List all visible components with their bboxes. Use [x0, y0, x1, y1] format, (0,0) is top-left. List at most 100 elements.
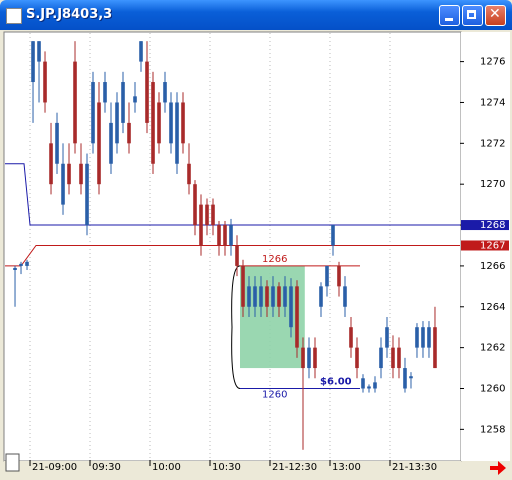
- maximize-button[interactable]: [462, 5, 483, 26]
- x-tick-label: 21-13:30: [392, 462, 437, 473]
- x-tick-label: 09:30: [92, 462, 121, 473]
- candle-body: [157, 102, 161, 144]
- candle-body: [367, 386, 371, 389]
- candle-body: [43, 61, 47, 103]
- candle-body: [307, 347, 311, 369]
- candle-body: [421, 327, 425, 348]
- candle-body: [271, 286, 275, 307]
- candle-body: [343, 286, 347, 307]
- candle-body: [331, 225, 335, 246]
- candle-body: [217, 225, 221, 246]
- candle-body: [241, 265, 245, 307]
- candle-body: [163, 82, 167, 103]
- candle-body: [139, 41, 143, 62]
- candle-body: [253, 286, 257, 307]
- x-tick-label: 10:30: [212, 462, 241, 473]
- candle-body: [247, 286, 251, 307]
- candle-body: [229, 225, 233, 246]
- candle-body: [37, 41, 41, 62]
- candle-body: [55, 122, 59, 164]
- level-line: [5, 163, 460, 226]
- candle-body: [175, 102, 179, 164]
- y-tick-label: 1258: [480, 424, 505, 435]
- y-tick-label: 1270: [480, 179, 505, 190]
- candle-body: [115, 102, 119, 144]
- candle-body: [169, 102, 173, 144]
- candle-body: [373, 382, 377, 389]
- title-bar: S.JP.J8403,3 ✕: [0, 0, 512, 30]
- candle-body: [409, 376, 413, 379]
- candle-body: [145, 61, 149, 123]
- candle-body: [103, 82, 107, 103]
- y-tick-label: 1264: [480, 302, 505, 313]
- y-tick-label: 1272: [480, 138, 505, 149]
- level-line: [5, 244, 460, 267]
- candle-body: [19, 263, 23, 266]
- candle-body: [337, 265, 341, 287]
- candle-body: [199, 204, 203, 246]
- y-tick-label: 1274: [480, 97, 505, 108]
- window-icon: [6, 8, 22, 24]
- candle-body: [355, 347, 359, 369]
- candle-body: [391, 347, 395, 369]
- candle-body: [211, 204, 215, 226]
- y-tick-label: 1262: [480, 343, 505, 354]
- y-tick-label: 1276: [480, 57, 505, 68]
- scroll-box[interactable]: [5, 453, 20, 472]
- candle-body: [295, 286, 299, 348]
- measure-low-label: 1260: [262, 389, 287, 400]
- candle-body: [31, 41, 35, 83]
- candle-body: [235, 245, 239, 266]
- candle-body: [97, 102, 101, 185]
- level-tag-label: 1267: [480, 240, 505, 251]
- time-axis: [4, 461, 461, 476]
- candle-body: [397, 347, 401, 369]
- candle-body: [259, 286, 263, 307]
- candle-body: [193, 184, 197, 226]
- candle-body: [85, 163, 89, 226]
- candle-body: [349, 327, 353, 348]
- candle-body: [73, 61, 77, 144]
- candle-body: [265, 286, 269, 307]
- candle-body: [403, 368, 407, 389]
- candle-body: [223, 225, 227, 246]
- x-tick-label: 21-12:30: [272, 462, 317, 473]
- candle-body: [25, 261, 29, 266]
- candle-body: [289, 286, 293, 328]
- candle-body: [79, 163, 83, 185]
- candle-body: [415, 327, 419, 348]
- candle-body: [313, 347, 317, 369]
- chart: 1258 1260 1262 1264 1266 1268 1270 1272 1274 1276…: [3, 31, 510, 476]
- plot-area: [3, 31, 462, 462]
- candle-body: [301, 347, 305, 369]
- candle-body: [319, 286, 323, 307]
- y-tick-label: 1266: [480, 261, 505, 272]
- candle-body: [187, 163, 191, 185]
- candle-body: [385, 327, 389, 348]
- candle-body: [91, 82, 95, 144]
- candle-body: [361, 378, 365, 389]
- measure-zone: [239, 265, 305, 369]
- minimize-button[interactable]: [439, 5, 460, 26]
- scroll-arrow[interactable]: [490, 461, 506, 475]
- window-title: S.JP.J8403,3: [26, 7, 113, 22]
- level-tag: [461, 220, 509, 231]
- x-tick-label: 10:00: [152, 462, 181, 473]
- close-button[interactable]: ✕: [485, 5, 506, 26]
- candle-body: [181, 102, 185, 144]
- candle-body: [325, 265, 329, 287]
- candle-body: [49, 143, 53, 185]
- candle-body: [109, 122, 113, 164]
- candle-body: [13, 267, 17, 270]
- candle-body: [433, 327, 437, 369]
- measure-high-label: 1266: [262, 254, 287, 265]
- x-tick-label: 21-09:00: [32, 462, 77, 473]
- candle-body: [205, 204, 209, 226]
- level-tag: [461, 240, 509, 251]
- measure-bracket: [231, 265, 241, 389]
- candle-body: [277, 286, 281, 307]
- measure-amount: $6.00: [320, 376, 352, 387]
- candle-body: [61, 163, 65, 205]
- candle-body: [121, 82, 125, 123]
